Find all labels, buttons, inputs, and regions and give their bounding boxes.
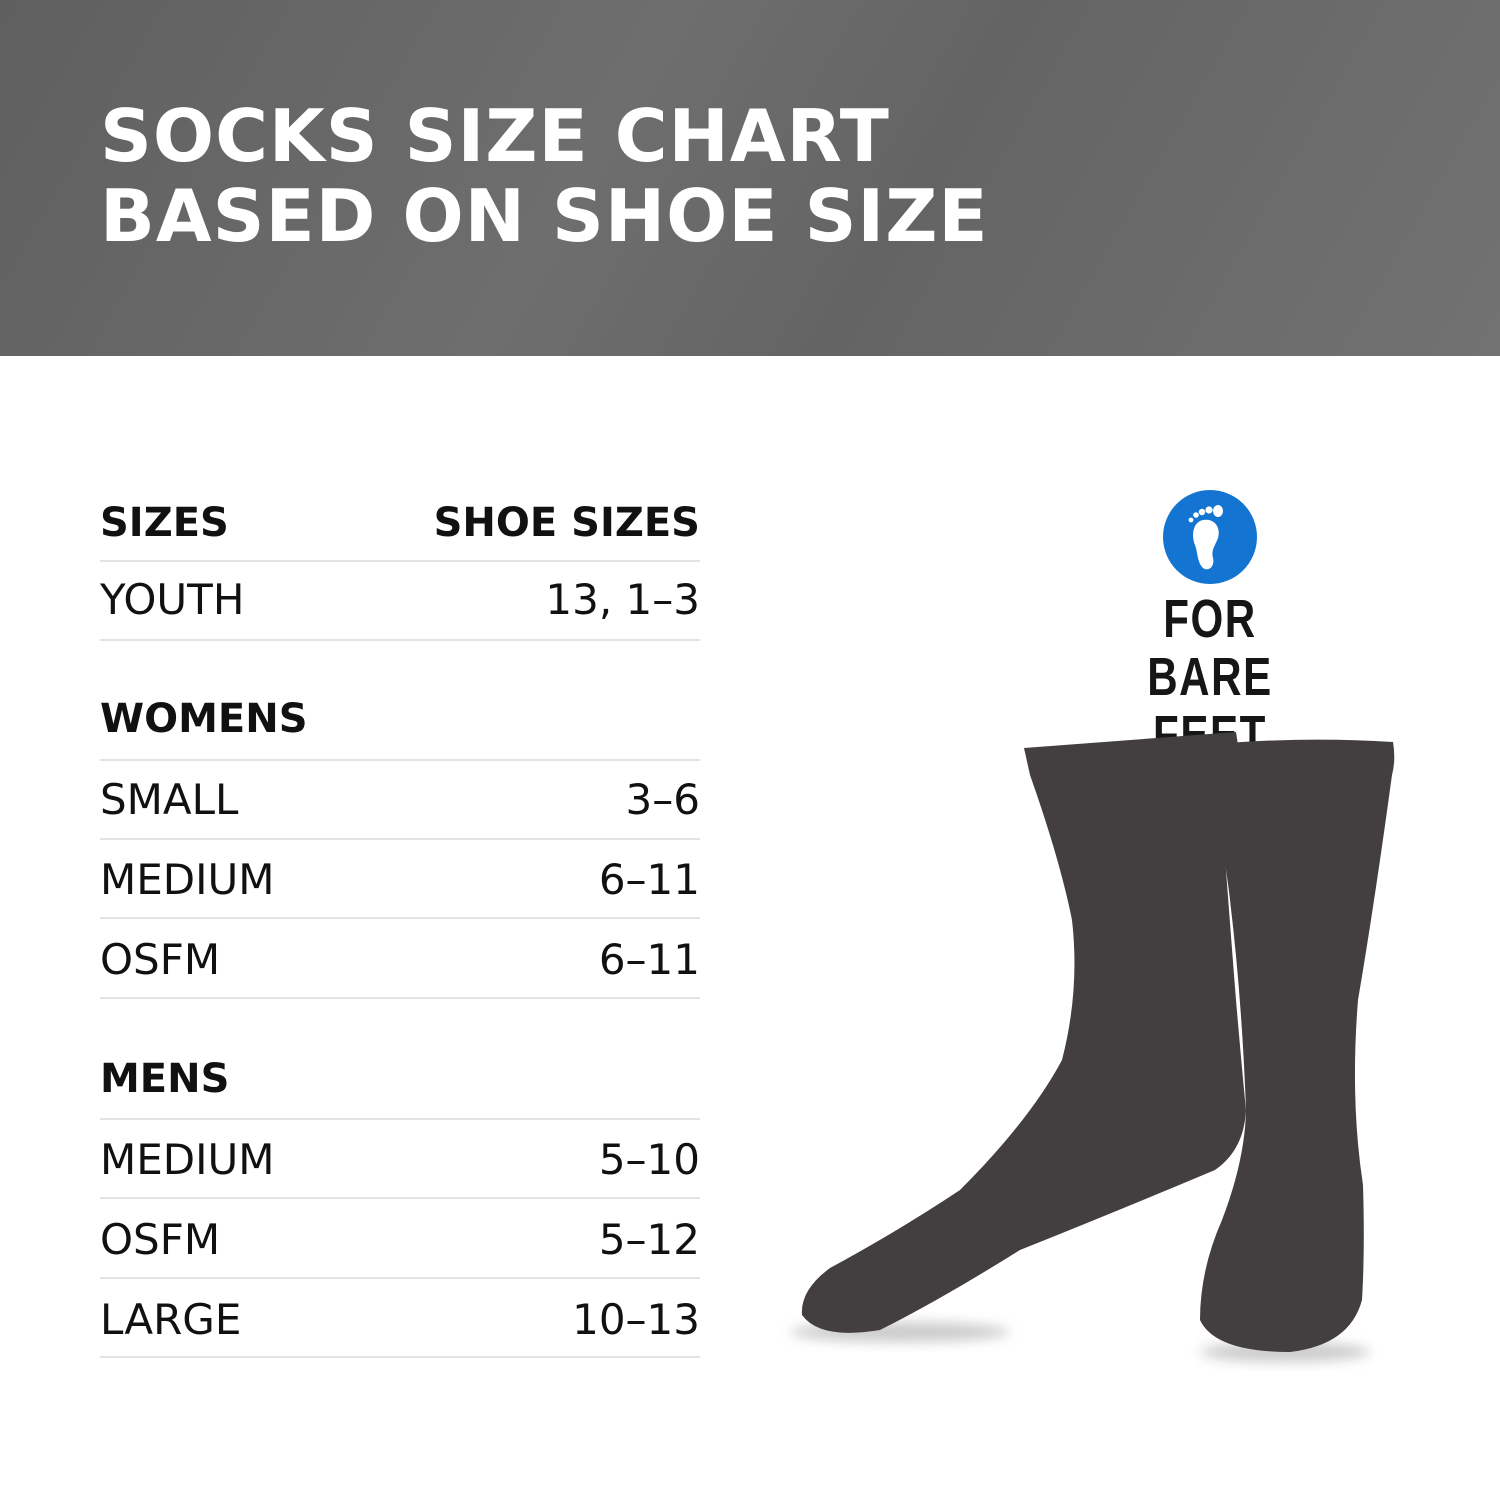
shoe-size-value: 3–6 bbox=[625, 775, 700, 824]
shoe-size-value: 5–12 bbox=[598, 1215, 700, 1264]
title-line-1: SOCKS SIZE CHART bbox=[100, 94, 890, 178]
divider bbox=[100, 1277, 700, 1279]
table-row: YOUTH 13, 1–3 bbox=[100, 575, 700, 624]
shoe-size-value: 5–10 bbox=[598, 1135, 700, 1184]
shoe-size-value: 6–11 bbox=[598, 855, 700, 904]
divider bbox=[100, 997, 700, 999]
table-row: LARGE 10–13 bbox=[100, 1295, 700, 1344]
table-row: MEDIUM 5–10 bbox=[100, 1135, 700, 1184]
group-heading-womens: WOMENS bbox=[100, 699, 700, 739]
divider bbox=[100, 917, 700, 919]
shoe-size-value: 6–11 bbox=[598, 935, 700, 984]
size-label: OSFM bbox=[100, 935, 221, 984]
column-sizes: SIZES bbox=[100, 500, 229, 546]
group-heading-mens: MENS bbox=[100, 1059, 700, 1099]
group-label: MENS bbox=[100, 1056, 230, 1102]
header-banner: SOCKS SIZE CHART BASED ON SHOE SIZE bbox=[0, 0, 1500, 356]
divider bbox=[100, 1197, 700, 1199]
size-label: MEDIUM bbox=[100, 1135, 275, 1184]
divider bbox=[100, 639, 700, 641]
table-row: MEDIUM 6–11 bbox=[100, 855, 700, 904]
table-row: SMALL 3–6 bbox=[100, 775, 700, 824]
size-label: MEDIUM bbox=[100, 855, 275, 904]
group-label: WOMENS bbox=[100, 696, 308, 742]
bare-feet-badge: FOR BARE FEET bbox=[1070, 490, 1350, 764]
title-line-2: BASED ON SHOE SIZE bbox=[100, 174, 989, 258]
size-label: SMALL bbox=[100, 775, 239, 824]
left-sock bbox=[801, 732, 1246, 1333]
table-row: OSFM 5–12 bbox=[100, 1215, 700, 1264]
divider bbox=[100, 759, 700, 761]
shoe-size-value: 13, 1–3 bbox=[545, 575, 700, 624]
right-sock bbox=[1200, 739, 1395, 1352]
table-row: OSFM 6–11 bbox=[100, 935, 700, 984]
size-label: YOUTH bbox=[100, 575, 245, 624]
page-title: SOCKS SIZE CHART BASED ON SHOE SIZE bbox=[100, 96, 989, 256]
shoe-size-value: 10–13 bbox=[572, 1295, 700, 1344]
divider bbox=[100, 1118, 700, 1120]
divider bbox=[100, 838, 700, 840]
bare-foot-icon bbox=[1163, 490, 1257, 584]
divider bbox=[100, 1356, 700, 1358]
divider bbox=[100, 560, 700, 562]
column-shoe-sizes: SHOE SIZES bbox=[433, 500, 700, 546]
size-label: LARGE bbox=[100, 1295, 242, 1344]
badge-label: FOR BARE FEET bbox=[1147, 589, 1273, 764]
table-header: SIZES SHOE SIZES bbox=[100, 503, 700, 543]
size-label: OSFM bbox=[100, 1215, 221, 1264]
